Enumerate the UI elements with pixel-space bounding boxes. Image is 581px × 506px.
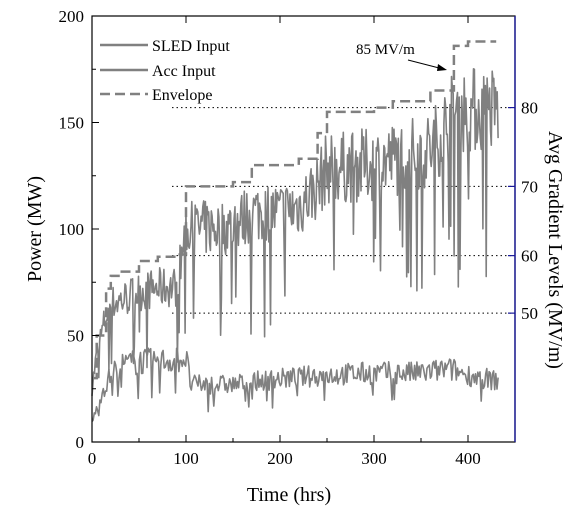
annotation-arrowhead	[437, 64, 447, 71]
annotation-arrow	[407, 59, 444, 70]
envelope-line	[92, 40, 497, 380]
y-axis-ticks: 0 50 100 150 200	[59, 7, 99, 452]
sled-input-line	[91, 68, 499, 397]
acc-input-line	[91, 347, 499, 422]
y2-tick-label: 50	[521, 304, 538, 323]
legend-label-envelope: Envelope	[152, 87, 212, 104]
y-tick-label: 0	[76, 433, 85, 452]
annotation-85mvm: 85 MV/m	[356, 42, 447, 71]
y2-tick-label: 60	[521, 247, 538, 266]
x-axis-ticks: 0 100 200 300 400	[88, 16, 481, 468]
y2-axis-ticks: 50 60 70 80	[508, 99, 538, 323]
x-tick-label: 200	[267, 449, 293, 468]
x-axis-label: Time (hrs)	[247, 484, 331, 506]
y2-tick-label: 80	[521, 99, 538, 118]
x-tick-label: 100	[173, 449, 199, 468]
annotation-label: 85 MV/m	[356, 42, 415, 58]
legend-label-acc-input: Acc Input	[152, 63, 216, 80]
y-tick-label: 200	[59, 7, 85, 26]
y-tick-label: 100	[59, 220, 85, 239]
y-tick-label: 150	[59, 114, 85, 133]
legend: SLED Input Acc Input Envelope	[100, 38, 230, 104]
y-axis-label: Power (MW)	[24, 176, 46, 282]
y-tick-label: 50	[67, 327, 84, 346]
gradient-reference-lines	[172, 107, 515, 314]
x-tick-label: 300	[361, 449, 387, 468]
y2-axis-label: Avg Gradient Levels (MV/m)	[544, 131, 566, 369]
power-traces	[91, 40, 499, 422]
x-tick-label: 0	[88, 449, 97, 468]
legend-label-sled-input: SLED Input	[152, 38, 230, 55]
x-tick-label: 400	[455, 449, 481, 468]
y2-tick-label: 70	[521, 177, 538, 196]
